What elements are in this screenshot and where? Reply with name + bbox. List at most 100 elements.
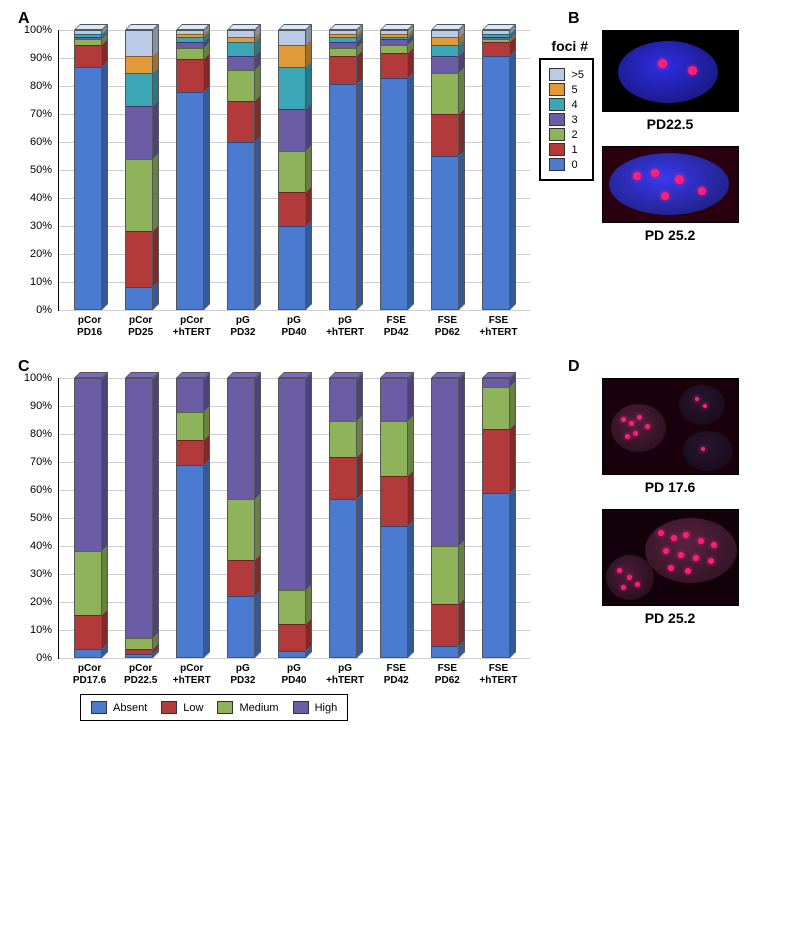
- bar-segment: [330, 457, 356, 499]
- bar-segment: [126, 654, 152, 657]
- bar-segment: [483, 493, 509, 657]
- focus-dot: [688, 66, 697, 75]
- x-label: FSEPD42: [376, 663, 416, 686]
- focus-dot: [685, 568, 691, 574]
- x-label: FSE+hTERT: [478, 315, 518, 338]
- focus-dot: [661, 192, 669, 200]
- focus-dot: [678, 552, 684, 558]
- x-label: FSE+hTERT: [478, 663, 518, 686]
- bar-segment: [381, 476, 407, 526]
- chart-a-bars: [59, 30, 530, 310]
- bar-segment: [126, 73, 152, 106]
- legend-item: High: [293, 701, 338, 714]
- chart-c: [58, 378, 530, 659]
- bar-segment: [126, 287, 152, 309]
- focus-dot: [663, 548, 669, 554]
- bar-segment: [279, 151, 305, 193]
- x-label: FSEPD62: [427, 663, 467, 686]
- legend-item: Absent: [91, 701, 147, 714]
- ytick: 10%: [30, 276, 52, 288]
- bar: [278, 30, 312, 310]
- focus-dot: [658, 530, 664, 536]
- chart-c-bars: [59, 378, 530, 658]
- ytick: 80%: [30, 80, 52, 92]
- panel-b: B PD22.5PD 25.2: [560, 10, 780, 338]
- ytick: 30%: [30, 568, 52, 580]
- bar-segment: [483, 429, 509, 493]
- micrograph-caption: PD 25.2: [560, 610, 780, 626]
- bar-segment: [75, 551, 101, 615]
- focus-dot: [708, 558, 714, 564]
- bar-segment: [483, 387, 509, 429]
- bar: [380, 30, 414, 310]
- focus-dot: [683, 532, 689, 538]
- ytick: 80%: [30, 428, 52, 440]
- legend-item: Medium: [217, 701, 278, 714]
- bar-segment: [279, 624, 305, 652]
- bar-segment: [75, 615, 101, 648]
- ytick: 90%: [30, 52, 52, 64]
- nucleus: [609, 153, 729, 215]
- legend-label: Low: [183, 702, 203, 714]
- chart-a-wrap: 0%10%20%30%40%50%60%70%80%90%100% pCorPD…: [10, 10, 540, 338]
- nucleus: [679, 385, 725, 425]
- x-label: pCor+hTERT: [172, 663, 212, 686]
- bar-segment: [126, 379, 152, 638]
- focus-dot: [617, 568, 622, 573]
- bar-segment: [330, 379, 356, 421]
- focus-dot: [625, 434, 630, 439]
- bar-segment: [177, 379, 203, 412]
- chart-a: [58, 30, 530, 311]
- legend-label: Absent: [113, 702, 147, 714]
- bar: [431, 378, 465, 658]
- ytick: 70%: [30, 108, 52, 120]
- x-label: pCorPD16: [70, 315, 110, 338]
- focus-dot: [671, 535, 677, 541]
- bar: [74, 30, 108, 310]
- ytick: 60%: [30, 136, 52, 148]
- micrograph-caption: PD 25.2: [560, 227, 780, 243]
- bar-segment: [177, 440, 203, 465]
- bar: [227, 378, 261, 658]
- focus-dot: [698, 538, 704, 544]
- bar: [227, 30, 261, 310]
- micrograph-caption: PD22.5: [560, 116, 780, 132]
- chart-c-wrap: 0%10%20%30%40%50%60%70%80%90%100% pCorPD…: [10, 358, 540, 721]
- bar-segment: [75, 45, 101, 67]
- bar-segment: [381, 379, 407, 421]
- x-label: pGPD32: [223, 663, 263, 686]
- bar-segment: [381, 53, 407, 78]
- bar-segment: [228, 596, 254, 657]
- chart-a-yaxis: 0%10%20%30%40%50%60%70%80%90%100%: [10, 30, 56, 310]
- bar-segment: [483, 56, 509, 309]
- x-label: pCorPD22.5: [121, 663, 161, 686]
- focus-dot: [645, 424, 650, 429]
- bar-segment: [126, 231, 152, 287]
- bar-segment: [126, 56, 152, 73]
- bar: [125, 30, 159, 310]
- bar-segment: [228, 142, 254, 309]
- ytick: 10%: [30, 624, 52, 636]
- bar: [380, 378, 414, 658]
- bar-segment: [432, 45, 458, 56]
- bar-segment: [177, 412, 203, 440]
- bar-segment: [126, 31, 152, 56]
- bar: [482, 30, 516, 310]
- ytick: 20%: [30, 248, 52, 260]
- bar-segment: [228, 379, 254, 499]
- focus-dot: [703, 404, 707, 408]
- ytick: 20%: [30, 596, 52, 608]
- focus-dot: [711, 542, 717, 548]
- x-label: pCor+hTERT: [172, 315, 212, 338]
- bar-segment: [381, 421, 407, 477]
- bar-segment: [75, 649, 101, 657]
- legend-label: Medium: [239, 702, 278, 714]
- ytick: 60%: [30, 484, 52, 496]
- focus-dot: [629, 421, 634, 426]
- chart-c-yaxis: 0%10%20%30%40%50%60%70%80%90%100%: [10, 378, 56, 658]
- chart-a-xaxis: pCorPD16pCorPD25pCor+hTERTpGPD32pGPD40pG…: [58, 311, 530, 338]
- bar-segment: [228, 560, 254, 596]
- bar-segment: [279, 192, 305, 225]
- focus-dot: [698, 187, 706, 195]
- focus-dot: [693, 555, 699, 561]
